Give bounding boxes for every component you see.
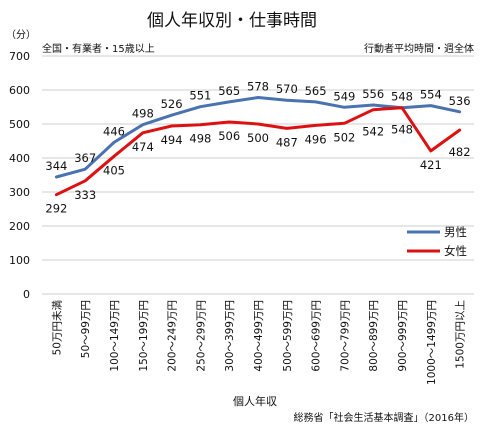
x-tick-label: 600〜699万円 <box>311 300 323 372</box>
series-lines <box>54 96 462 197</box>
x-tick-label: 500〜599万円 <box>282 300 294 372</box>
x-tick-label: 1500万円以上 <box>455 300 467 369</box>
male-data-label: 551 <box>189 89 211 103</box>
female-data-label: 487 <box>276 135 298 149</box>
female-data-label: 494 <box>161 133 183 147</box>
data-labels: 344 367 446 498 526 551 565 578 570 565 549 556 548 5… <box>45 79 470 215</box>
y-tick-label: 700 <box>9 50 30 63</box>
x-axis-title: 個人年収 <box>233 394 277 408</box>
x-tick-label: 900〜999万円 <box>397 300 409 372</box>
y-tick-label: 600 <box>9 84 30 97</box>
x-tick-label: 800〜899万円 <box>368 300 380 372</box>
y-tick-label: 400 <box>9 152 30 165</box>
y-tick-label: 100 <box>9 254 30 267</box>
female-data-label: 482 <box>449 145 471 159</box>
y-tick-label: 300 <box>9 186 30 199</box>
x-tick-label: 700〜799万円 <box>339 300 351 372</box>
legend-label: 女性 <box>444 244 467 258</box>
y-tick-label: 0 <box>23 288 30 301</box>
female-data-label: 498 <box>189 132 211 146</box>
x-tick-label: 250〜299万円 <box>195 300 207 372</box>
female-data-label: 500 <box>247 131 269 145</box>
male-data-label: 367 <box>74 151 96 165</box>
x-tick-label: 400〜499万円 <box>253 300 265 372</box>
source-note: 総務省「社会生活基本調査」（2016年） <box>294 411 474 424</box>
x-tick-label: 50〜99万円 <box>80 300 92 358</box>
male-data-label: 565 <box>218 84 240 98</box>
female-data-label: 421 <box>420 158 442 172</box>
chart-subtitle-right: 行動者平均時間・週全体 <box>364 42 474 55</box>
female-data-label: 405 <box>103 163 125 177</box>
chart-subtitle-left: 全国・有業者・15歳以上 <box>42 42 155 55</box>
male-data-label: 548 <box>391 90 413 104</box>
female-data-label: 502 <box>333 130 355 144</box>
x-tick-label: 100〜149万円 <box>109 300 121 372</box>
female-data-label: 542 <box>362 125 384 139</box>
male-data-label: 536 <box>449 94 471 108</box>
series-line-female <box>54 106 462 197</box>
male-data-label: 554 <box>420 88 442 102</box>
female-data-label: 548 <box>391 123 413 137</box>
male-data-label: 344 <box>45 159 67 173</box>
male-data-label: 556 <box>362 87 384 101</box>
male-data-label: 570 <box>276 82 298 96</box>
female-data-label: 333 <box>74 188 96 202</box>
male-data-label: 565 <box>305 84 327 98</box>
x-axis-ticks: 50万円未満 50〜99万円 100〜149万円 150〜199万円 200〜249万円… <box>51 300 466 385</box>
female-data-label: 506 <box>218 129 240 143</box>
x-tick-label: 200〜249万円 <box>167 300 179 372</box>
y-tick-label: 500 <box>9 118 30 131</box>
male-data-label: 578 <box>247 79 269 93</box>
male-data-label: 446 <box>103 124 125 138</box>
legend-label: 男性 <box>444 225 467 239</box>
y-axis-ticks: 0 100 200 300 400 500 600 700 <box>9 50 30 301</box>
female-data-label: 292 <box>45 202 67 216</box>
series-line-male <box>54 96 462 179</box>
female-data-label: 474 <box>132 140 154 154</box>
male-data-label: 526 <box>161 97 183 111</box>
male-data-label: 498 <box>132 107 154 121</box>
male-data-label: 549 <box>333 89 355 103</box>
y-unit-label: （分） <box>6 29 36 41</box>
chart-title: 個人年収別・仕事時間 <box>147 11 317 31</box>
x-tick-label: 300〜399万円 <box>224 300 236 372</box>
x-tick-label: 50万円未満 <box>51 300 63 356</box>
x-tick-label: 150〜199万円 <box>138 300 150 372</box>
female-data-label: 496 <box>305 132 327 146</box>
x-tick-label: 1000〜1499万円 <box>426 300 438 385</box>
y-tick-label: 200 <box>9 220 30 233</box>
